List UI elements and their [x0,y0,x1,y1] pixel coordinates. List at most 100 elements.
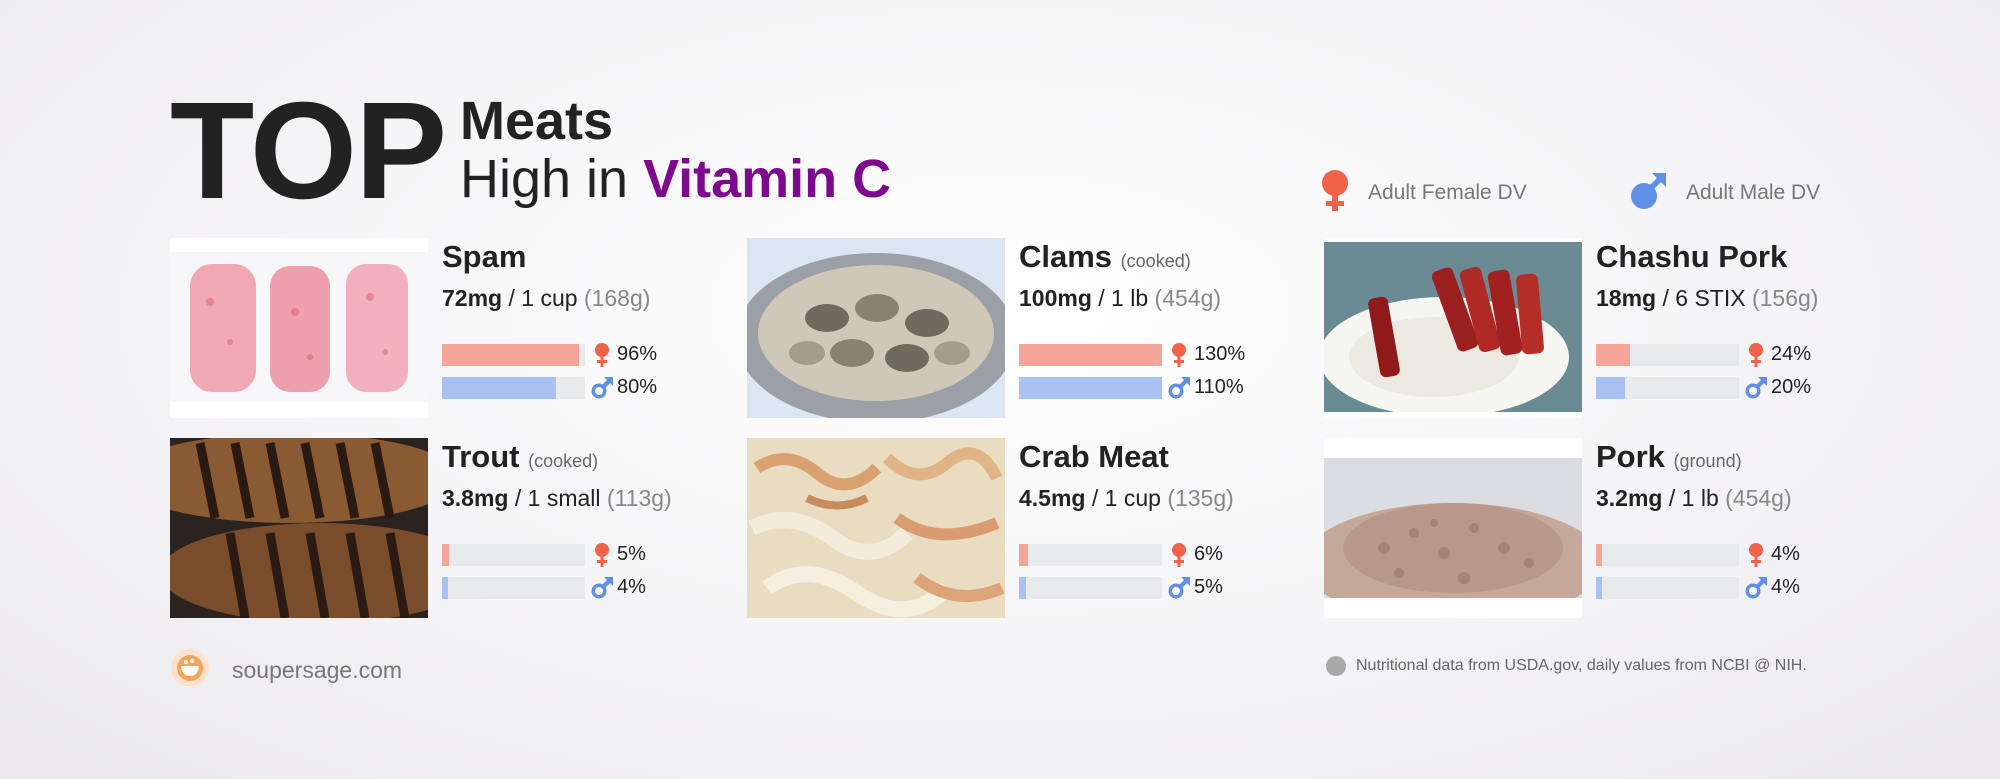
food-amount: 3.8mg / 1 small (113g) [442,480,742,516]
bar-track [1019,343,1162,366]
female-icon [589,342,615,368]
food-name: Spam [442,239,527,274]
male-dv-bar [1596,576,1602,599]
female-dv-pct: 24% [1771,343,1812,365]
ground-pork-image [1324,458,1582,598]
food-name: Clams [1019,239,1113,274]
male-dv-pct: 4% [617,576,646,598]
male-icon [589,575,615,601]
female-dv-bar [1596,543,1602,566]
soup-bowl-icon [170,648,210,693]
serving-grams: (168g) [583,285,651,311]
site-brand[interactable]: soupersage.com [170,648,402,693]
bar-track [1019,576,1162,599]
female-dv-row: 96% [442,338,742,371]
legend-female: Adult Female DV [1320,169,1527,216]
legend-female-label: Adult Female DV [1368,181,1527,204]
female-icon [1166,342,1192,368]
female-dv-pct: 5% [617,543,646,565]
female-dv-bar [442,343,580,366]
chashu-pork-image [1324,242,1582,412]
amount-mg: 18mg [1596,285,1657,311]
amount-mg: 3.8mg [442,485,509,511]
food-card: Clams (cooked) 100mg / 1 lb (454g) 130% … [747,238,1307,418]
top-word: TOP [170,74,447,228]
dv-bars: 5% 4% [442,538,742,604]
category-title: Meats [460,91,614,151]
male-dv-row: 4% [1596,571,1896,604]
serving-size: / 1 lb [1662,485,1726,511]
dv-bars: 130% 110% [1019,338,1319,404]
food-info: Clams (cooked) 100mg / 1 lb (454g) 130% … [1019,238,1319,399]
serving-size: / 6 STIX [1656,285,1752,311]
legend-male: Adult Male DV [1630,170,1820,216]
spam-slices-image [170,252,428,402]
male-dv-row: 4% [442,571,742,604]
source-note: Nutritional data from USDA.gov, daily va… [1326,656,1807,676]
bar-track [1596,343,1739,366]
female-dv-pct: 4% [1771,543,1800,565]
male-dv-bar [1019,376,1162,399]
food-note: (ground) [1673,451,1742,471]
food-card: Crab Meat 4.5mg / 1 cup (135g) 6% 5% [747,438,1307,618]
bar-track [1596,376,1739,399]
food-name: Crab Meat [1019,439,1169,474]
food-note: (cooked) [528,451,599,471]
serving-size: / 1 lb [1091,285,1155,311]
male-dv-row: 110% [1019,371,1319,404]
male-icon [1743,375,1769,401]
food-photo [747,238,1005,418]
female-dv-row: 130% [1019,338,1319,371]
female-icon [1743,542,1769,568]
food-amount: 3.2mg / 1 lb (454g) [1596,480,1896,516]
food-info: Pork (ground) 3.2mg / 1 lb (454g) 4% 4% [1596,438,1896,599]
food-info: Spam 72mg / 1 cup (168g) 96% 80% [442,238,742,399]
bar-track [1596,576,1739,599]
food-card: Spam 72mg / 1 cup (168g) 96% 80% [170,238,730,418]
male-dv-row: 20% [1596,371,1896,404]
food-name-line: Trout (cooked) [442,438,742,480]
amount-mg: 4.5mg [1019,485,1086,511]
info-dot-icon [1326,656,1346,676]
serving-size: / 1 cup [1085,485,1168,511]
food-card: Chashu Pork 18mg / 6 STIX (156g) 24% 20% [1324,238,1884,418]
female-dv-row: 5% [442,538,742,571]
male-dv-bar [1019,576,1027,599]
food-name: Chashu Pork [1596,239,1788,274]
site-link[interactable]: soupersage.com [232,657,403,683]
food-amount: 72mg / 1 cup (168g) [442,280,742,316]
food-info: Crab Meat 4.5mg / 1 cup (135g) 6% 5% [1019,438,1319,599]
male-dv-pct: 5% [1194,576,1223,598]
nutrient-line: High in Vitamin C [460,150,891,208]
bar-track [1596,543,1739,566]
bar-track [442,343,585,366]
male-icon [1630,171,1668,216]
serving-grams: (156g) [1751,285,1819,311]
bar-track [1019,543,1162,566]
legend: Adult Female DV Adult Male DV [1320,169,1840,220]
legend-male-label: Adult Male DV [1686,181,1821,204]
dv-bars: 4% 4% [1596,538,1896,604]
food-amount: 100mg / 1 lb (454g) [1019,280,1319,316]
serving-size: / 1 cup [502,285,584,311]
female-icon [589,542,615,568]
male-dv-bar [442,376,557,399]
food-photo [170,238,428,418]
food-photo [170,438,428,618]
amount-mg: 100mg [1019,285,1092,311]
amount-mg: 72mg [442,285,503,311]
male-dv-pct: 4% [1771,576,1800,598]
serving-grams: (135g) [1167,485,1234,511]
food-photo [1324,238,1582,418]
female-dv-pct: 96% [617,343,658,365]
female-icon [1166,542,1192,568]
male-dv-pct: 20% [1771,376,1812,398]
female-icon [1743,342,1769,368]
grilled-trout-image [170,438,428,618]
female-dv-bar [1596,343,1631,366]
food-photo [1324,438,1582,618]
dv-bars: 6% 5% [1019,538,1319,604]
source-text: Nutritional data from USDA.gov, daily va… [1356,657,1807,674]
food-amount: 4.5mg / 1 cup (135g) [1019,480,1319,516]
serving-grams: (454g) [1725,485,1792,511]
